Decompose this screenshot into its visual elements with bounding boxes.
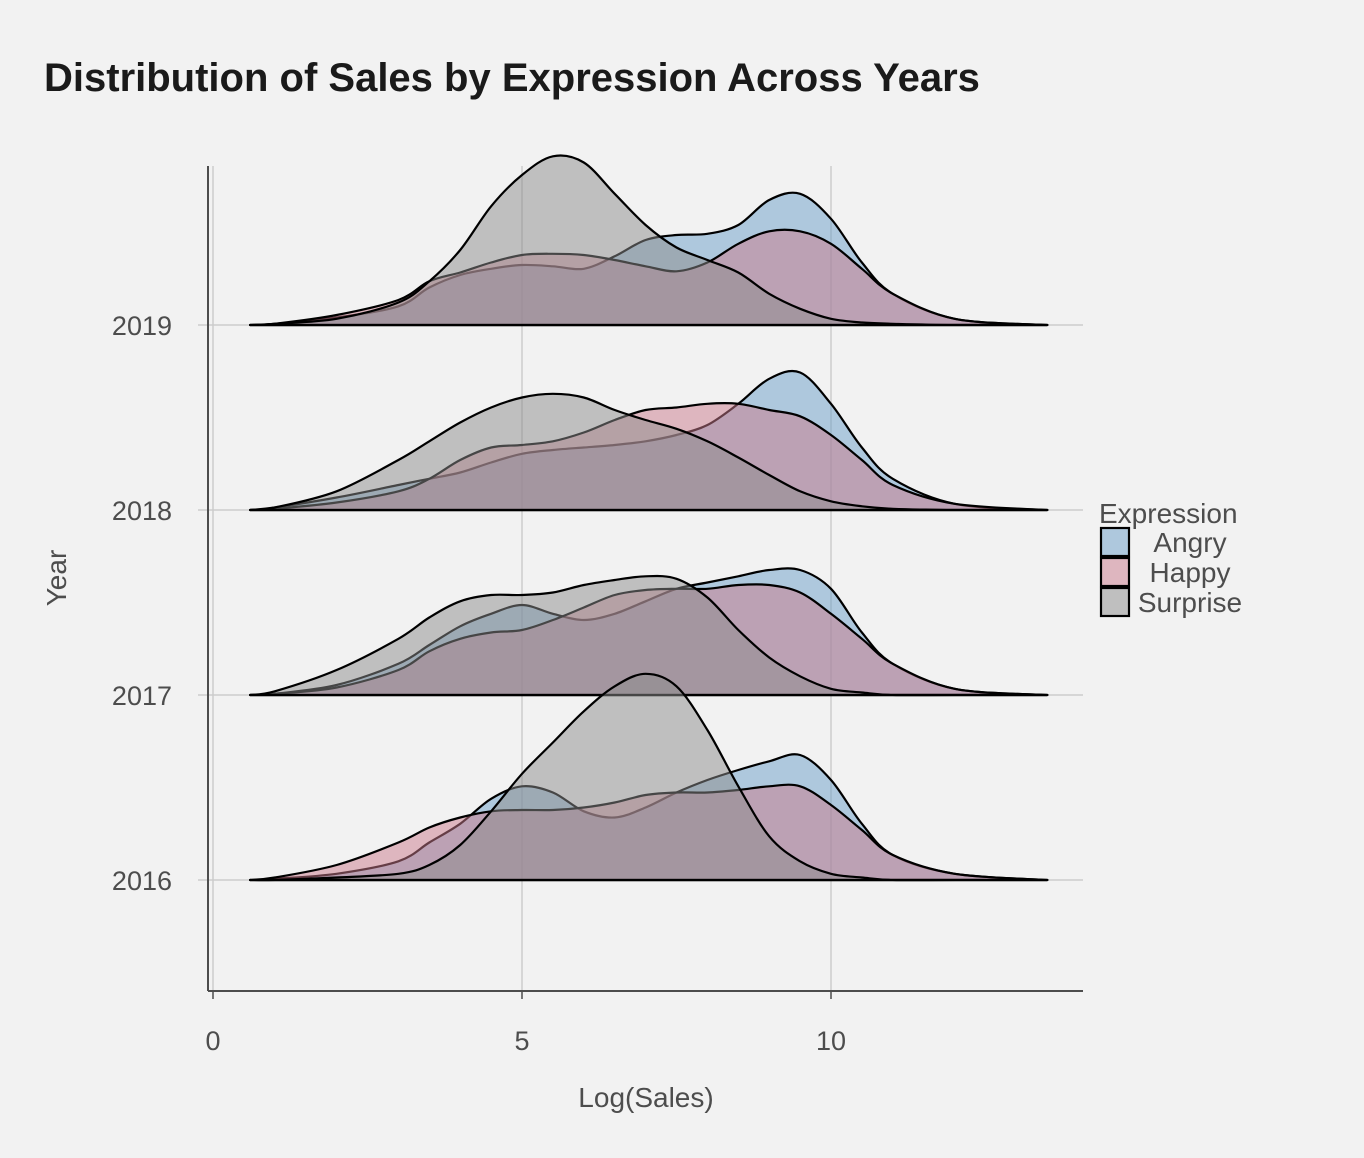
x-tick-label: 5 xyxy=(514,1026,529,1056)
x-tick-label: 0 xyxy=(205,1026,220,1056)
y-tick-label: 2016 xyxy=(112,866,172,896)
legend-swatch-happy xyxy=(1099,556,1131,588)
y-axis-title: Year xyxy=(41,550,72,607)
legend-title: Expression xyxy=(1099,498,1238,529)
legend-label-angry: Angry xyxy=(1153,527,1226,558)
ridge-2016 xyxy=(249,672,1049,882)
x-axis-title: Log(Sales) xyxy=(578,1082,713,1113)
x-tick-label: 10 xyxy=(816,1026,846,1056)
ridge-2017 xyxy=(249,567,1049,697)
y-tick-label: 2017 xyxy=(112,681,172,711)
ridge-2019 xyxy=(249,154,1049,327)
density-ridges xyxy=(249,154,1049,882)
legend-swatch-angry xyxy=(1099,526,1131,558)
ridge-2018 xyxy=(249,369,1049,512)
density-surprise-2019 xyxy=(249,154,1049,327)
chart-title: Distribution of Sales by Expression Acro… xyxy=(44,56,980,100)
legend-label-surprise: Surprise xyxy=(1138,587,1242,618)
axes xyxy=(207,166,1083,992)
y-tick-label: 2019 xyxy=(112,311,172,341)
legend-swatch-surprise xyxy=(1099,586,1131,618)
density-surprise-2018 xyxy=(249,392,1049,512)
density-surprise-2016 xyxy=(249,672,1049,882)
legend-label-happy: Happy xyxy=(1150,557,1231,588)
y-tick-label: 2018 xyxy=(112,496,172,526)
density-surprise-2017 xyxy=(249,574,1049,697)
tick-labels: 0 5 10 2016 2017 2018 2019 xyxy=(112,311,846,1056)
